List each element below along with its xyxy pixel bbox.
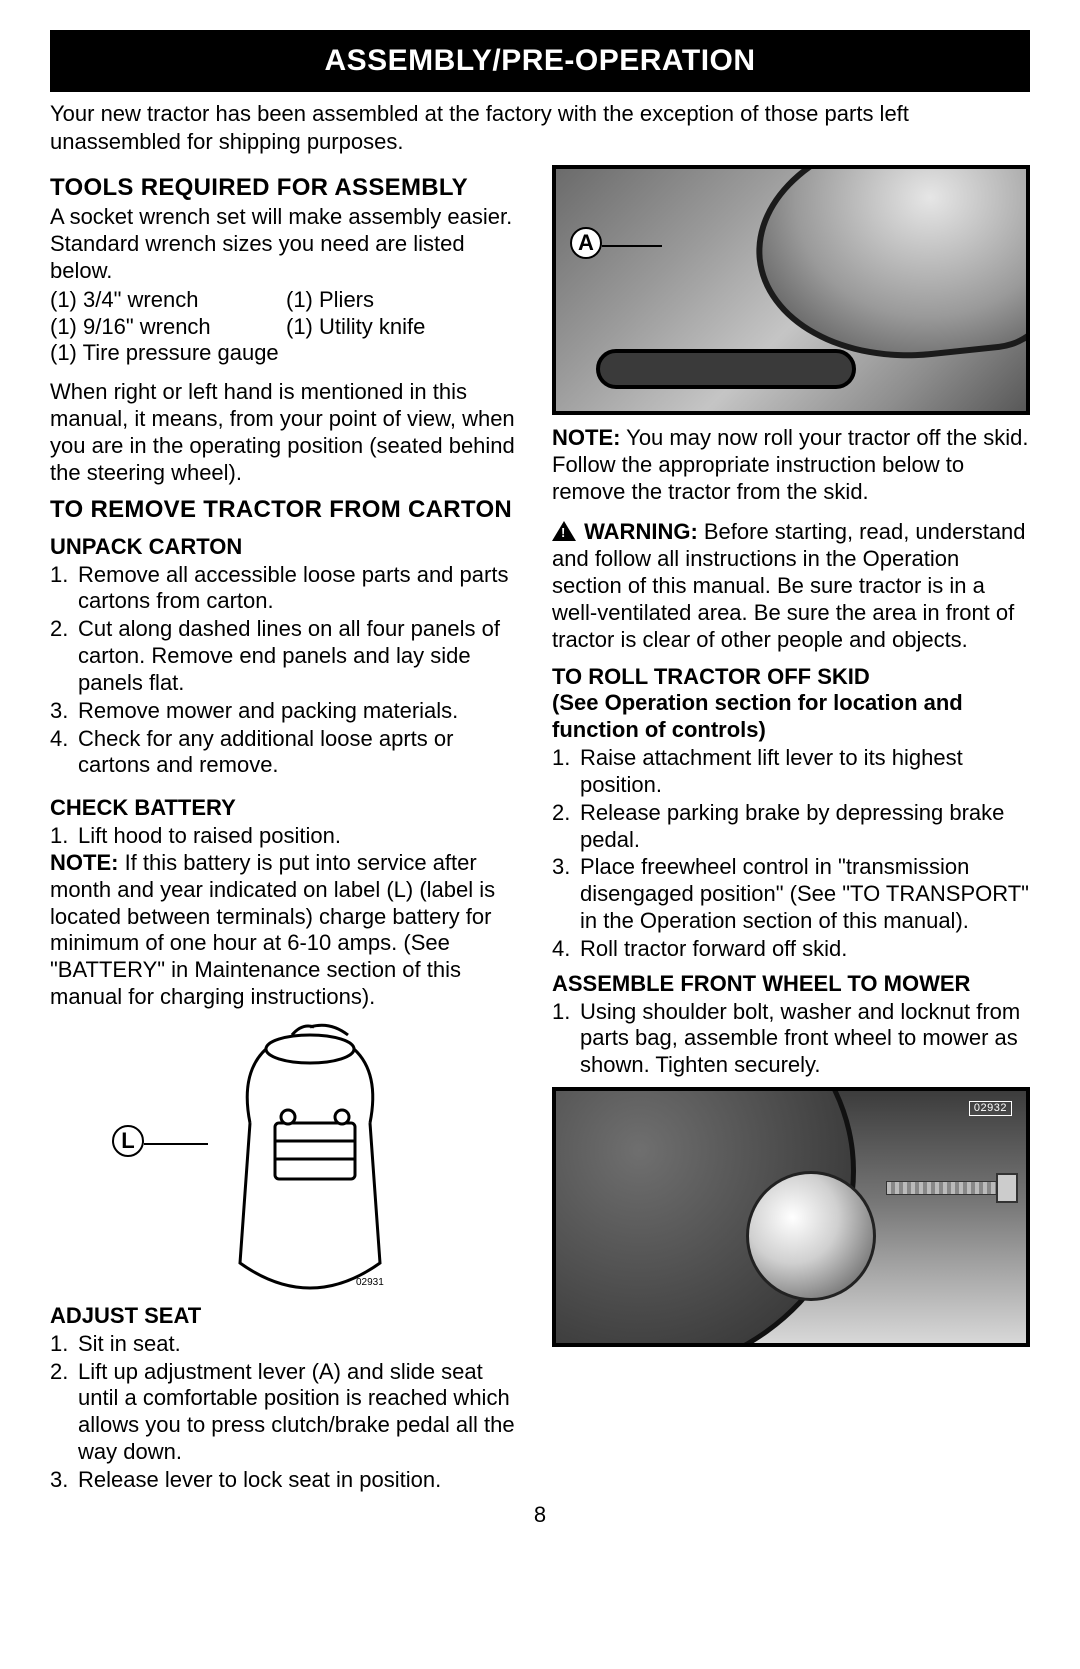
assemble-wheel-list: Using shoulder bolt, washer and locknut …: [552, 999, 1030, 1079]
hand-orientation-paragraph: When right or left hand is mentioned in …: [50, 379, 528, 486]
list-item: Using shoulder bolt, washer and locknut …: [580, 999, 1030, 1079]
list-item: Sit in seat.: [78, 1331, 528, 1358]
seat-track: [596, 349, 856, 389]
battery-illustration: 02931 L: [50, 1013, 528, 1293]
wheel-shape: [746, 1171, 876, 1301]
two-column-layout: TOOLS REQUIRED FOR ASSEMBLY A socket wre…: [50, 165, 1030, 1494]
tools-list: (1) 3/4" wrench (1) Pliers (1) 9/16" wre…: [50, 287, 528, 367]
battery-svg: 02931: [180, 1013, 440, 1293]
assemble-wheel-heading: ASSEMBLE FRONT WHEEL TO MOWER: [552, 971, 1030, 998]
tools-paragraph: A socket wrench set will make assembly e…: [50, 204, 528, 284]
unpack-carton-heading: UNPACK CARTON: [50, 534, 528, 561]
adjust-seat-heading: ADJUST SEAT: [50, 1303, 528, 1330]
intro-paragraph: Your new tractor has been assembled at t…: [50, 100, 1030, 155]
tools-heading: TOOLS REQUIRED FOR ASSEMBLY: [50, 173, 528, 202]
battery-label-callout: L: [112, 1125, 144, 1157]
illustration-tag: 02932: [969, 1101, 1012, 1116]
note-text: You may now roll your tractor off the sk…: [552, 425, 1028, 504]
right-column: A NOTE: You may now roll your tractor of…: [552, 165, 1030, 1494]
list-item: Remove mower and packing materials.: [78, 698, 528, 725]
list-item: Raise attachment lift lever to its highe…: [580, 745, 1030, 799]
list-item: Release parking brake by depressing brak…: [580, 800, 1030, 854]
roll-off-heading-line2: (See Operation section for location and …: [552, 690, 963, 742]
note-label: NOTE:: [552, 425, 620, 450]
warning-label: WARNING:: [578, 519, 698, 544]
battery-note: NOTE: If this battery is put into servic…: [50, 850, 528, 1011]
remove-tractor-heading: TO REMOVE TRACTOR FROM CARTON: [50, 495, 528, 524]
list-item: Roll tractor forward off skid.: [580, 936, 1030, 963]
roll-off-heading-line1: TO ROLL TRACTOR OFF SKID: [552, 664, 870, 689]
tool-item: (1) 3/4" wrench: [50, 287, 280, 314]
adjust-seat-list: Sit in seat. Lift up adjustment lever (A…: [50, 1331, 528, 1494]
list-item: Remove all accessible loose parts and pa…: [78, 562, 528, 616]
list-item: Lift hood to raised position.: [78, 823, 528, 850]
seat-shape: [745, 165, 1030, 374]
left-column: TOOLS REQUIRED FOR ASSEMBLY A socket wre…: [50, 165, 528, 1494]
tool-item: (1) 9/16" wrench: [50, 314, 280, 341]
list-item: Check for any additional loose aprts or …: [78, 726, 528, 780]
seat-adjustment-illustration: A: [552, 165, 1030, 415]
unpack-list: Remove all accessible loose parts and pa…: [50, 562, 528, 780]
bolthead-shape: [996, 1173, 1018, 1203]
seat-lever-callout: A: [570, 227, 602, 259]
list-item: Cut along dashed lines on all four panel…: [78, 616, 528, 696]
check-battery-list: Lift hood to raised position.: [50, 823, 528, 850]
bolt-shape: [886, 1181, 1006, 1195]
roll-off-list: Raise attachment lift lever to its highe…: [552, 745, 1030, 963]
section-banner: ASSEMBLY/PRE-OPERATION: [50, 30, 1030, 92]
check-battery-heading: CHECK BATTERY: [50, 795, 528, 822]
tool-item: (1) Pliers: [286, 287, 528, 314]
roll-off-heading: TO ROLL TRACTOR OFF SKID (See Operation …: [552, 664, 1030, 744]
page-number: 8: [50, 1502, 1030, 1528]
list-item: Place freewheel control in "transmission…: [580, 854, 1030, 934]
note-label: NOTE:: [50, 850, 118, 875]
roll-off-note: NOTE: You may now roll your tractor off …: [552, 425, 1030, 505]
list-item: Release lever to lock seat in position.: [78, 1467, 528, 1494]
tool-item: (1) Tire pressure gauge: [50, 340, 528, 367]
list-item: Lift up adjustment lever (A) and slide s…: [78, 1359, 528, 1466]
tool-item: (1) Utility knife: [286, 314, 528, 341]
warning-icon: [552, 521, 576, 541]
warning-block: WARNING: Before starting, read, understa…: [552, 519, 1030, 653]
svg-text:02931: 02931: [356, 1277, 384, 1288]
front-wheel-illustration: 02932: [552, 1087, 1030, 1347]
